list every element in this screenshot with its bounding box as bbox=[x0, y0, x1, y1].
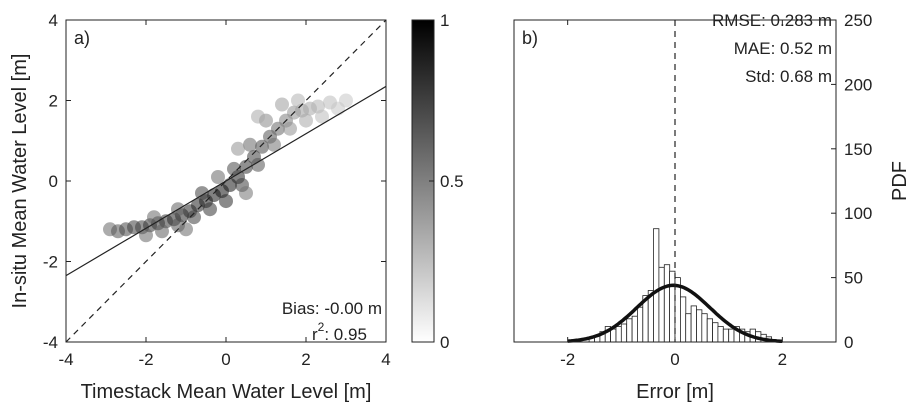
y-tick-label: 50 bbox=[844, 269, 863, 288]
y-tick-label: 0 bbox=[49, 172, 58, 191]
histogram-bar bbox=[658, 266, 665, 343]
scatter-point bbox=[243, 137, 257, 152]
histogram-bar bbox=[615, 326, 622, 343]
histogram-bar bbox=[717, 326, 724, 343]
panel-label-a: a) bbox=[74, 28, 90, 48]
x-tick-label: 2 bbox=[301, 350, 310, 369]
scatter-point bbox=[147, 210, 161, 225]
colorbar: 00.51 bbox=[411, 11, 464, 352]
histogram-bar bbox=[722, 328, 730, 343]
histogram-bar bbox=[653, 228, 660, 343]
y-ticks-b: 0 50 100 150 200 250 bbox=[831, 11, 872, 352]
scatter-point bbox=[239, 186, 253, 201]
y-tick-label: 0 bbox=[844, 333, 853, 352]
histogram-bar bbox=[690, 305, 697, 343]
scatter-point bbox=[283, 121, 297, 136]
histogram-bar bbox=[663, 264, 671, 343]
x-axis-label-b: Error [m] bbox=[636, 381, 714, 403]
scatter-point bbox=[187, 210, 201, 225]
histogram-bar bbox=[669, 270, 676, 343]
r2-value: : 0.95 bbox=[324, 325, 367, 344]
r2-annotation: r2: 0.95 bbox=[312, 320, 367, 344]
std-annotation: Std: 0.68 m bbox=[745, 67, 832, 86]
y-tick-label: 150 bbox=[844, 140, 872, 159]
colorbar-tick-label: 0.5 bbox=[440, 172, 464, 191]
x-tick-label: -2 bbox=[138, 350, 153, 369]
scatter-point bbox=[179, 222, 193, 237]
scatter-points bbox=[103, 93, 353, 243]
scatter-point bbox=[267, 137, 281, 152]
y-ticks-a: -4 -2 0 2 4 bbox=[43, 11, 386, 352]
scatter-point bbox=[227, 161, 241, 176]
scatter-point bbox=[155, 224, 169, 239]
fit-line bbox=[65, 85, 387, 277]
histogram-bar bbox=[685, 313, 692, 343]
one-to-one-line bbox=[65, 19, 387, 343]
scatter-point bbox=[251, 157, 265, 172]
bias-annotation: Bias: -0.00 m bbox=[282, 299, 382, 318]
histogram-bar bbox=[631, 315, 638, 343]
histogram-bar bbox=[701, 313, 708, 343]
scatter-point bbox=[219, 194, 233, 209]
scatter-point bbox=[331, 101, 345, 116]
y-tick-label: 100 bbox=[844, 204, 872, 223]
colorbar-ticks: 00.51 bbox=[429, 11, 464, 352]
scatter-point bbox=[231, 141, 245, 156]
scatter-point bbox=[299, 113, 313, 128]
x-tick-label: -2 bbox=[560, 350, 575, 369]
colorbar-tick-label: 1 bbox=[440, 11, 449, 30]
y-axis-label-b: PDF bbox=[889, 161, 910, 201]
x-tick-label: 4 bbox=[381, 350, 390, 369]
scatter-point bbox=[275, 97, 289, 112]
y-tick-label: 200 bbox=[844, 75, 872, 94]
scatter-point bbox=[239, 159, 253, 174]
y-tick-label: 250 bbox=[844, 11, 872, 30]
histogram-bar bbox=[610, 328, 617, 343]
histogram-bar bbox=[706, 318, 714, 343]
y-axis-label-a: In-situ Mean Water Level [m] bbox=[9, 54, 31, 309]
r2-superscript: 2 bbox=[318, 320, 325, 334]
panel-b: -2 0 2 0 50 100 150 200 250 b) RMSE: 0.283 m MA… bbox=[513, 11, 910, 403]
y-tick-label: -4 bbox=[43, 333, 58, 352]
y-tick-label: -2 bbox=[43, 253, 58, 272]
histogram-bar bbox=[712, 322, 719, 343]
scatter-point bbox=[255, 139, 269, 154]
histogram-bar bbox=[680, 296, 687, 343]
rmse-annotation: RMSE: 0.283 m bbox=[712, 11, 832, 30]
scatter-point bbox=[139, 228, 153, 243]
scatter-point bbox=[211, 170, 225, 184]
scatter-point bbox=[291, 93, 305, 108]
scatter-point bbox=[203, 202, 217, 217]
x-tick-label: 0 bbox=[670, 350, 679, 369]
y-tick-label: 4 bbox=[49, 11, 58, 30]
y-tick-label: 2 bbox=[49, 92, 58, 111]
x-ticks-b: -2 0 2 bbox=[560, 20, 787, 369]
scatter-point bbox=[251, 109, 265, 124]
scatter-point bbox=[315, 109, 329, 124]
r2-prefix: r bbox=[312, 325, 318, 344]
histogram-bar bbox=[626, 318, 633, 343]
panel-label-b: b) bbox=[522, 28, 538, 48]
histogram-bar bbox=[728, 328, 735, 343]
histogram-bar bbox=[620, 323, 628, 343]
histogram-bar bbox=[637, 306, 644, 343]
x-tick-label: -4 bbox=[58, 350, 73, 369]
histogram-bar bbox=[696, 309, 703, 343]
x-axis-label-a: Timestack Mean Water Level [m] bbox=[81, 381, 372, 403]
x-tick-label: 2 bbox=[778, 350, 787, 369]
mae-annotation: MAE: 0.52 m bbox=[734, 39, 832, 58]
x-tick-label: 0 bbox=[221, 350, 230, 369]
x-ticks-a: -4 -2 0 2 4 bbox=[58, 20, 391, 369]
colorbar-tick-label: 0 bbox=[440, 333, 449, 352]
